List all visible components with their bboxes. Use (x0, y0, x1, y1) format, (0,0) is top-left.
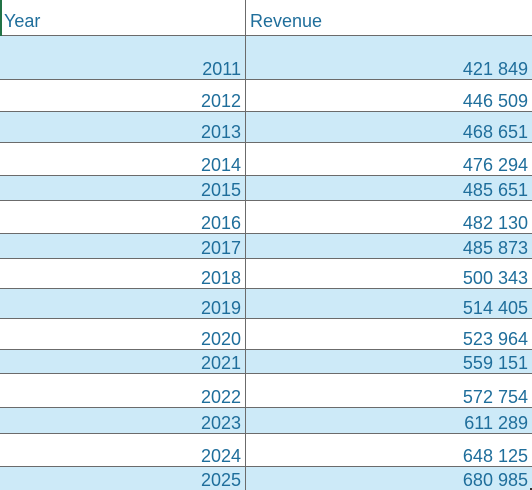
table-row: 2011 421 849 (0, 36, 532, 80)
revenue-cell[interactable]: 468 651 (246, 112, 532, 142)
year-cell[interactable]: 2022 (0, 374, 246, 407)
revenue-cell[interactable]: 648 125 (246, 434, 532, 466)
year-cell[interactable]: 2024 (0, 434, 246, 466)
revenue-value: 421 849 (462, 59, 528, 79)
year-cell[interactable]: 2021 (0, 350, 246, 373)
year-value: 2020 (200, 329, 241, 349)
revenue-value: 485 651 (462, 180, 528, 200)
year-cell[interactable]: 2025 (0, 467, 246, 490)
year-cell[interactable]: 2023 (0, 408, 246, 433)
year-cell[interactable]: 2012 (0, 80, 246, 111)
header-revenue-label: Revenue (250, 11, 323, 31)
revenue-value: 559 151 (462, 353, 528, 373)
year-value: 2016 (200, 213, 241, 233)
header-row: Year Revenue (0, 0, 532, 36)
revenue-value: 523 964 (462, 329, 528, 349)
year-cell[interactable]: 2014 (0, 143, 246, 175)
revenue-value: 446 509 (462, 91, 528, 111)
revenue-value: 572 754 (462, 387, 528, 407)
year-cell[interactable]: 2019 (0, 289, 246, 318)
header-year-label: Year (4, 11, 41, 31)
table-row: 2017 485 873 (0, 234, 532, 259)
revenue-value: 476 294 (462, 155, 528, 175)
active-cell-indicator (0, 0, 2, 36)
year-value: 2021 (200, 353, 241, 373)
revenue-cell[interactable]: 500 343 (246, 259, 532, 288)
year-value: 2018 (200, 268, 241, 288)
table-row: 2021 559 151 (0, 350, 532, 374)
revenue-cell[interactable]: 421 849 (246, 36, 532, 79)
table-row: 2018 500 343 (0, 259, 532, 289)
year-value: 2015 (200, 180, 241, 200)
revenue-value: 611 289 (464, 413, 528, 433)
year-cell[interactable]: 2016 (0, 201, 246, 233)
revenue-cell[interactable]: 680 985 (246, 467, 532, 490)
revenue-value: 468 651 (462, 122, 528, 142)
revenue-cell[interactable]: 482 130 (246, 201, 532, 233)
table-row: 2016 482 130 (0, 201, 532, 234)
table-row: 2013 468 651 (0, 112, 532, 143)
year-value: 2014 (200, 155, 241, 175)
year-value: 2017 (200, 238, 241, 258)
table-row: 2014 476 294 (0, 143, 532, 176)
year-value: 2019 (200, 298, 241, 318)
table-row: 2023 611 289 (0, 408, 532, 434)
year-value: 2011 (202, 59, 241, 79)
table-row: 2019 514 405 (0, 289, 532, 319)
year-value: 2013 (200, 122, 241, 142)
revenue-value: 485 873 (462, 238, 528, 258)
table-row: 2024 648 125 (0, 434, 532, 467)
revenue-cell[interactable]: 572 754 (246, 374, 532, 407)
year-value: 2025 (200, 470, 241, 490)
revenue-cell[interactable]: 446 509 (246, 80, 532, 111)
year-cell[interactable]: 2018 (0, 259, 246, 288)
revenue-cell[interactable]: 485 651 (246, 176, 532, 200)
table-row: 2012 446 509 (0, 80, 532, 112)
header-year-cell[interactable]: Year (0, 0, 246, 35)
header-revenue-cell[interactable]: Revenue (246, 0, 532, 35)
table-row: 2022 572 754 (0, 374, 532, 408)
table-row: 2015 485 651 (0, 176, 532, 201)
year-cell[interactable]: 2015 (0, 176, 246, 200)
year-value: 2023 (200, 413, 241, 433)
year-value: 2012 (200, 91, 241, 111)
revenue-value: 500 343 (462, 268, 528, 288)
table-row: 2020 523 964 (0, 319, 532, 350)
revenue-cell[interactable]: 611 289 (246, 408, 532, 433)
revenue-value: 648 125 (462, 446, 528, 466)
year-value: 2024 (200, 446, 241, 466)
revenue-cell[interactable]: 559 151 (246, 350, 532, 373)
year-cell[interactable]: 2013 (0, 112, 246, 142)
revenue-value: 680 985 (462, 470, 528, 490)
year-value: 2022 (200, 387, 241, 407)
revenue-value: 482 130 (462, 213, 528, 233)
revenue-cell[interactable]: 523 964 (246, 319, 532, 349)
revenue-cell[interactable]: 485 873 (246, 234, 532, 258)
year-cell[interactable]: 2020 (0, 319, 246, 349)
table-row: 2025 680 985 (0, 467, 532, 490)
fill-handle[interactable] (530, 488, 532, 490)
year-cell[interactable]: 2017 (0, 234, 246, 258)
year-cell[interactable]: 2011 (0, 36, 246, 79)
revenue-cell[interactable]: 476 294 (246, 143, 532, 175)
revenue-value: 514 405 (462, 298, 528, 318)
revenue-cell[interactable]: 514 405 (246, 289, 532, 318)
